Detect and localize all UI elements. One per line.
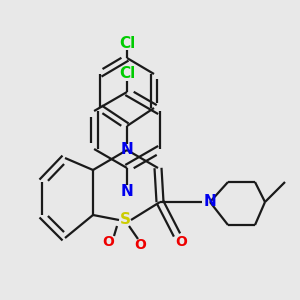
Text: O: O bbox=[102, 235, 114, 249]
Text: O: O bbox=[134, 238, 146, 252]
Text: O: O bbox=[175, 235, 187, 249]
Text: N: N bbox=[121, 142, 134, 158]
Text: N: N bbox=[204, 194, 216, 209]
Text: S: S bbox=[119, 212, 130, 227]
Text: N: N bbox=[121, 184, 134, 200]
Text: Cl: Cl bbox=[119, 35, 135, 50]
Text: Cl: Cl bbox=[119, 67, 135, 82]
